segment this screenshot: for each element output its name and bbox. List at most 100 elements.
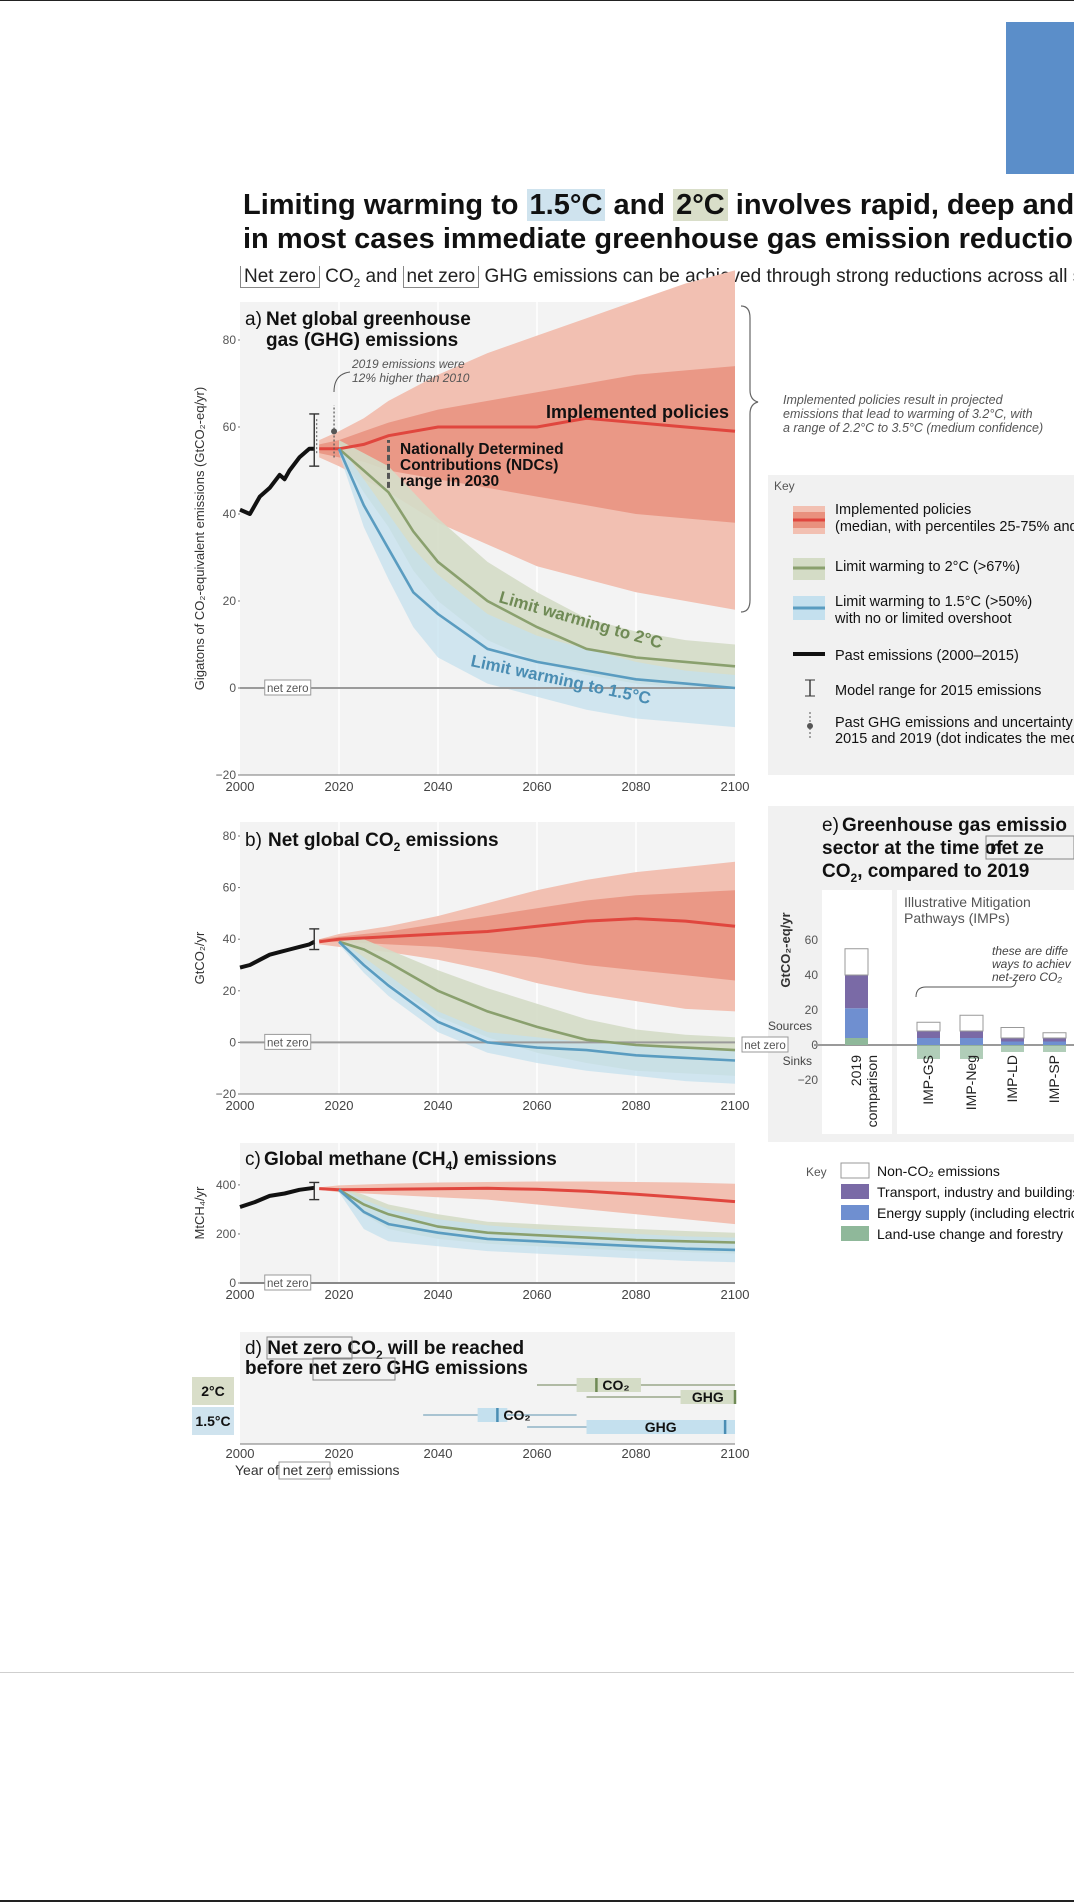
side-note-text: a range of 2.2°C to 3.5°C (medium confid… bbox=[783, 421, 1043, 435]
panel-d-title-netzero: net zero bbox=[308, 1358, 381, 1379]
bar-label: IMP-Neg bbox=[963, 1055, 979, 1110]
series-line-one_five_c bbox=[338, 1188, 736, 1252]
key-main-item-label: Past emissions (2000–2015) bbox=[835, 648, 1019, 664]
key-main-item-label: 2015 and 2019 (dot indicates the medi bbox=[835, 731, 1074, 747]
y-tick-label: 40 bbox=[805, 968, 819, 982]
bar-segment-energy bbox=[960, 1038, 983, 1045]
series-line-past bbox=[239, 1185, 315, 1209]
key-sector-item-label: Land-use change and forestry bbox=[877, 1226, 1063, 1242]
page-divider bbox=[0, 1672, 1074, 1673]
x-tick-label: 2060 bbox=[523, 1098, 552, 1113]
x-axis-label-rest: emissions bbox=[333, 1462, 399, 1478]
netzero-box bbox=[278, 1461, 331, 1480]
series-line-one_five_c bbox=[338, 940, 736, 1062]
panel-b-title: Net global CO2 emissions bbox=[268, 830, 499, 854]
bar-segment-transport bbox=[845, 975, 868, 1009]
net-zero-label-co2: CO₂ bbox=[602, 1377, 629, 1393]
bar-segment-energy bbox=[917, 1038, 940, 1045]
y-tick-label: 40 bbox=[223, 932, 237, 946]
y-axis-label: MtCH₄/yr bbox=[192, 1186, 207, 1240]
key-sector-swatch bbox=[840, 1162, 870, 1179]
row-label: 1.5°C bbox=[195, 1413, 230, 1429]
panel-d-title-line-1: d) Net zero CO2 will be reached bbox=[245, 1338, 524, 1362]
net-zero-tag: net zero bbox=[264, 679, 312, 696]
key-sector-heading: Key bbox=[806, 1165, 827, 1179]
y-tick-label: 20 bbox=[805, 1003, 819, 1017]
x-axis-label-d: Year of net zero emissions bbox=[235, 1462, 399, 1478]
x-tick-label: 2060 bbox=[523, 1446, 552, 1461]
net-zero-tag-box bbox=[264, 1033, 312, 1050]
x-tick-label: 2020 bbox=[325, 1287, 354, 1302]
bar-segment-energy bbox=[1043, 1041, 1066, 1045]
band-1-5c bbox=[339, 444, 735, 728]
label-implemented-policies: Implemented policies bbox=[546, 402, 729, 422]
section-tab bbox=[1006, 22, 1074, 174]
panel-a-title: gas (GHG) emissions bbox=[266, 330, 458, 351]
side-note-brace bbox=[740, 305, 759, 613]
netzero-box bbox=[985, 835, 1074, 860]
x-tick-label: 2040 bbox=[424, 1098, 453, 1113]
key-sector-item-label: Non-CO₂ emissions bbox=[877, 1163, 1000, 1179]
sources-label: Sources bbox=[768, 1019, 812, 1033]
bar-label: IMP-LD bbox=[1004, 1055, 1020, 1102]
panel-e-title-co2: CO2, compared to 2019 bbox=[822, 861, 1029, 885]
series-line-past bbox=[239, 446, 315, 516]
x-tick-label: 2080 bbox=[622, 1098, 651, 1113]
panel-d-title-co2: CO bbox=[342, 1338, 376, 1359]
x-tick-label: 2040 bbox=[424, 1287, 453, 1302]
net-zero-box-ghg bbox=[680, 1390, 735, 1404]
bar-label: comparison bbox=[864, 1055, 880, 1127]
net-zero-tag-box bbox=[264, 1274, 312, 1291]
top-border bbox=[0, 0, 1074, 1]
bar-segment-non-co2 bbox=[1042, 1032, 1067, 1039]
bar-label: IMP-SP bbox=[1046, 1055, 1062, 1103]
bar-segment-non-co2 bbox=[959, 1014, 984, 1032]
y-tick-label: 60 bbox=[223, 420, 237, 434]
net-zero-tag-label: net zero bbox=[267, 683, 309, 695]
net-zero-label-ghg: GHG bbox=[645, 1419, 677, 1435]
net-zero-tag-e bbox=[741, 1036, 789, 1053]
annotation-2019: 2019 emissions were bbox=[351, 357, 465, 371]
x-tick-label: 2020 bbox=[325, 779, 354, 794]
page-title: Limiting warming to 1.5°C and 2°C involv… bbox=[243, 188, 1074, 256]
net-zero-box-co2 bbox=[477, 1408, 508, 1422]
y-tick-label: 60 bbox=[805, 933, 819, 947]
side-note-text: Implemented policies result in projected bbox=[783, 393, 1004, 407]
band-implemented-25-75 bbox=[319, 890, 735, 981]
y-tick-label: 0 bbox=[229, 1276, 236, 1290]
past-2019-median-dot bbox=[331, 428, 338, 435]
y-tick-label: 80 bbox=[223, 333, 237, 347]
annotation-2019-arrow bbox=[333, 371, 351, 393]
imp-label: Pathways (IMPs) bbox=[904, 910, 1010, 926]
panel-b-letter: b) bbox=[245, 830, 262, 851]
netzero-box bbox=[312, 1357, 396, 1381]
y-tick-label: 400 bbox=[216, 1178, 236, 1192]
panel-d-title-subscript: 2 bbox=[376, 1348, 383, 1362]
bar-label: IMP-GS bbox=[920, 1055, 936, 1105]
series-line-implemented bbox=[319, 416, 736, 451]
series-line-implemented bbox=[319, 1186, 736, 1204]
key-main-item-label: Limit warming to 1.5°C (>50%) bbox=[835, 594, 1032, 610]
y-axis-label: Gigatons of CO₂-equivalent emissions (Gt… bbox=[192, 387, 207, 690]
key-sector-item-label: Transport, industry and buildings bbox=[877, 1184, 1074, 1200]
key-sector-item-label: Energy supply (including electric bbox=[877, 1205, 1074, 1221]
band-implemented-25-75 bbox=[319, 366, 735, 523]
panel-d-title-line-2: before net zero GHG emissions bbox=[245, 1358, 528, 1379]
x-tick-label: 2020 bbox=[325, 1098, 354, 1113]
series-line-one_five_c bbox=[337, 448, 736, 690]
series-line-two_c bbox=[338, 940, 736, 1052]
bar-segment-transport bbox=[1001, 1038, 1024, 1042]
band-1-5c bbox=[339, 1187, 735, 1263]
key-swatch-uncertainty-dot bbox=[807, 723, 813, 729]
bar-segment-non-co2 bbox=[844, 948, 869, 976]
x-axis-label-netzero: net zero bbox=[283, 1462, 334, 1478]
imp-brace bbox=[915, 979, 1017, 998]
key-sector-swatch bbox=[841, 1205, 869, 1220]
panel-c-title: Global methane (CH4) emissions bbox=[264, 1149, 557, 1173]
row-label-box bbox=[192, 1377, 234, 1405]
x-tick-label: 2000 bbox=[226, 1098, 255, 1113]
imp-note: ways to achiev bbox=[992, 957, 1072, 971]
y-tick-label: 0 bbox=[229, 681, 236, 695]
panel-e-imp-column bbox=[897, 890, 1074, 1134]
x-tick-label: 2100 bbox=[721, 1287, 750, 1302]
